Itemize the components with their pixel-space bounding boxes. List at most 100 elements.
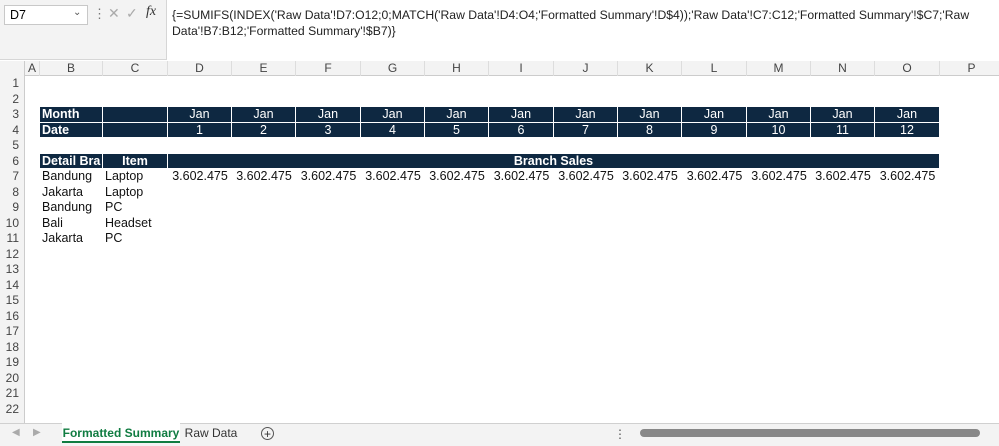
month-cell: Jan <box>425 107 489 123</box>
date-cell: 10 <box>747 122 811 138</box>
date-cell: 1 <box>168 122 232 138</box>
column-header: D <box>168 61 232 76</box>
detail-header: Detail Bra <box>40 153 103 169</box>
date-cell: 7 <box>554 122 618 138</box>
sales-cell: 3.602.475 <box>622 169 678 183</box>
column-header: G <box>361 61 425 76</box>
row-header: 14 <box>5 277 19 292</box>
item-cell: PC <box>105 200 123 214</box>
date-label: Date <box>40 122 103 138</box>
column-header: E <box>232 61 296 76</box>
row-header: 11 <box>6 231 19 245</box>
month-cell: Jan <box>296 107 361 123</box>
item-cell: Headset <box>105 215 152 230</box>
cancel-icon[interactable]: ✕ <box>108 5 120 21</box>
sales-header: Branch Sales <box>168 153 940 169</box>
row-header: 20 <box>5 370 19 385</box>
fx-icon[interactable]: fx <box>146 4 157 19</box>
row-header: 18 <box>5 339 19 354</box>
date-cell: 8 <box>618 122 682 138</box>
date-cell: 9 <box>682 122 747 138</box>
column-header: J <box>554 61 618 76</box>
next-sheet[interactable]: ▶ <box>33 427 41 438</box>
sales-cell: 3.602.475 <box>365 169 421 183</box>
item-cell: Laptop <box>105 169 144 183</box>
dropdown-icon[interactable]: ⌄ <box>73 7 82 18</box>
column-header: F <box>296 61 361 76</box>
row-header: 6 <box>12 153 19 168</box>
branch-cell: Bali <box>42 215 63 230</box>
column-header: O <box>875 61 940 76</box>
header-row-bg <box>0 61 999 76</box>
row-header: 7 <box>12 169 19 183</box>
sales-cell: 3.602.475 <box>558 169 614 183</box>
navy-cell <box>103 122 168 138</box>
column-header: M <box>747 61 811 76</box>
sales-cell: 3.602.475 <box>815 169 871 183</box>
sheet-tab[interactable]: Raw Data <box>184 426 238 440</box>
month-label: Month <box>40 107 103 123</box>
date-cell: 5 <box>425 122 489 138</box>
prev-sheet[interactable]: ◀ <box>12 427 20 438</box>
month-cell: Jan <box>618 107 682 123</box>
month-cell: Jan <box>875 107 940 123</box>
sales-cell: 3.602.475 <box>493 169 550 183</box>
row-header: 1 <box>12 76 19 90</box>
row-header-bg <box>0 61 25 424</box>
more-icon[interactable]: ⋮ <box>93 6 106 21</box>
column-header: K <box>618 61 682 76</box>
sales-cell: 3.602.475 <box>236 169 292 183</box>
column-header: C <box>103 61 168 76</box>
column-header: I <box>489 61 554 76</box>
sales-cell: 3.602.475 <box>300 169 357 183</box>
sales-cell: 3.602.475 <box>429 169 485 183</box>
sales-cell: 3.602.475 <box>879 169 936 183</box>
row-header: 15 <box>5 293 19 307</box>
month-cell: Jan <box>747 107 811 123</box>
date-cell: 4 <box>361 122 425 138</box>
row-header: 10 <box>5 215 19 230</box>
column-header: A <box>25 61 40 76</box>
date-cell: 6 <box>489 122 554 138</box>
sales-cell: 3.602.475 <box>172 169 228 183</box>
formula-bar[interactable] <box>166 0 999 60</box>
h-scrollbar[interactable] <box>640 429 980 437</box>
item-header: Item <box>103 153 168 169</box>
row-header: 19 <box>5 355 19 369</box>
branch-cell: Jakarta <box>42 184 83 199</box>
row-header: 8 <box>12 184 19 199</box>
date-cell: 3 <box>296 122 361 138</box>
date-cell: 11 <box>811 122 875 138</box>
month-cell: Jan <box>682 107 747 123</box>
date-cell: 2 <box>232 122 296 138</box>
row-header: 12 <box>5 246 19 261</box>
branch-cell: Jakarta <box>42 231 83 245</box>
row-header: 2 <box>12 91 19 106</box>
name-box[interactable]: D7 <box>4 5 88 25</box>
column-header: L <box>682 61 747 76</box>
row-header: 4 <box>12 122 19 137</box>
sales-cell: 3.602.475 <box>686 169 743 183</box>
column-header: B <box>40 61 103 76</box>
scroll-menu[interactable]: ⋮ <box>614 427 626 441</box>
sales-cell: 3.602.475 <box>751 169 807 183</box>
column-header: H <box>425 61 489 76</box>
enter-icon[interactable]: ✓ <box>126 5 138 21</box>
formula-text: {=SUMIFS(INDEX('Raw Data'!D7:O12;0;MATCH… <box>172 8 970 38</box>
item-cell: Laptop <box>105 184 144 199</box>
column-header: P <box>940 61 999 76</box>
row-header: 17 <box>5 324 19 338</box>
row-header: 16 <box>5 308 19 323</box>
row-header: 21 <box>5 386 19 400</box>
row-header: 13 <box>5 262 19 276</box>
item-cell: PC <box>105 231 123 245</box>
date-cell: 12 <box>875 122 940 138</box>
tab-bar <box>0 423 999 446</box>
month-cell: Jan <box>168 107 232 123</box>
month-cell: Jan <box>554 107 618 123</box>
sheet-tab-active[interactable]: Formatted Summary <box>62 423 180 443</box>
month-cell: Jan <box>811 107 875 123</box>
branch-cell: Bandung <box>42 200 93 214</box>
grid: A B C D E F G H I J K L M N O P 1 2 3 4 5 6 7 8 9 10 11 12 13 14 15 16 1… <box>0 61 999 424</box>
add-sheet[interactable]: + <box>261 427 274 440</box>
